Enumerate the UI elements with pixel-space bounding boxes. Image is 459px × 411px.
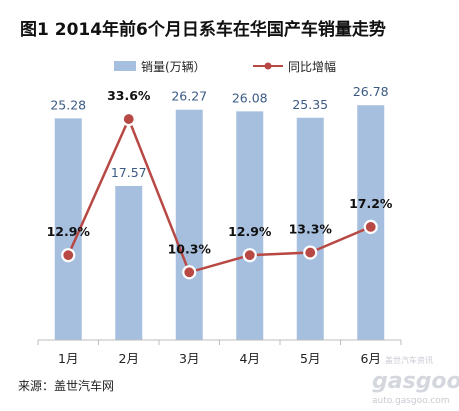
growth-value-label: 12.9%	[47, 224, 91, 239]
bar-3	[175, 109, 203, 340]
x-ticks	[37, 340, 402, 345]
growth-point	[363, 219, 378, 235]
growth-line	[67, 115, 372, 274]
growth-markers	[61, 111, 378, 280]
bar-value-label: 25.35	[292, 97, 328, 112]
growth-value-label: 17.2%	[349, 196, 393, 211]
growth-point	[303, 245, 318, 260]
growth-point	[242, 248, 257, 263]
watermark-brand: gasgoo	[372, 369, 459, 394]
growth-point	[182, 265, 197, 280]
watermark-url: auto.gasgoo.com	[372, 396, 450, 406]
growth-point	[121, 111, 136, 127]
bar-4	[236, 111, 264, 341]
bar-labels: 25.28 17.57 26.27 26.08 25.35 26.78	[50, 84, 388, 180]
x-tick-labels: 1月 2月 3月 4月 5月 6月	[58, 351, 381, 366]
growth-value-label: 12.9%	[228, 224, 272, 239]
bar-5	[296, 117, 324, 340]
bar-value-label: 26.78	[353, 84, 389, 99]
watermark: 盖世汽车资讯 gasgoo auto.gasgoo.com	[372, 355, 459, 406]
bar-value-label: 26.08	[232, 90, 268, 105]
growth-labels: 12.9% 33.6% 10.3% 12.9% 13.3% 17.2%	[47, 88, 393, 256]
x-tick-label: 2月	[119, 351, 139, 366]
x-tick-label: 6月	[361, 351, 381, 366]
bar-2	[115, 185, 143, 340]
growth-point	[61, 248, 76, 263]
bar-value-label: 25.28	[50, 97, 86, 112]
growth-value-label: 10.3%	[168, 241, 212, 256]
x-tick-label: 1月	[58, 351, 78, 366]
legend: 销量(万辆） 同比增幅	[114, 59, 336, 74]
growth-value-label: 33.6%	[107, 88, 151, 103]
legend-label-sales: 销量(万辆）	[141, 60, 206, 74]
legend-label-growth: 同比增幅	[288, 59, 336, 74]
bar-value-label: 26.27	[171, 89, 207, 104]
watermark-cn: 盖世汽车资讯	[385, 355, 433, 365]
bar-series	[54, 105, 385, 341]
legend-swatch-sales	[114, 61, 136, 71]
x-tick-label: 4月	[240, 351, 260, 366]
bar-value-label: 17.57	[111, 165, 147, 180]
growth-value-label: 13.3%	[289, 222, 333, 237]
x-tick-label: 3月	[179, 351, 199, 366]
source-note: 来源：盖世汽车网	[18, 378, 114, 393]
bar-1	[54, 118, 82, 341]
legend-marker-growth	[264, 62, 272, 70]
chart-title: 图1 2014年前6个月日系车在华国产车销量走势	[20, 19, 386, 40]
x-tick-label: 5月	[300, 351, 320, 366]
